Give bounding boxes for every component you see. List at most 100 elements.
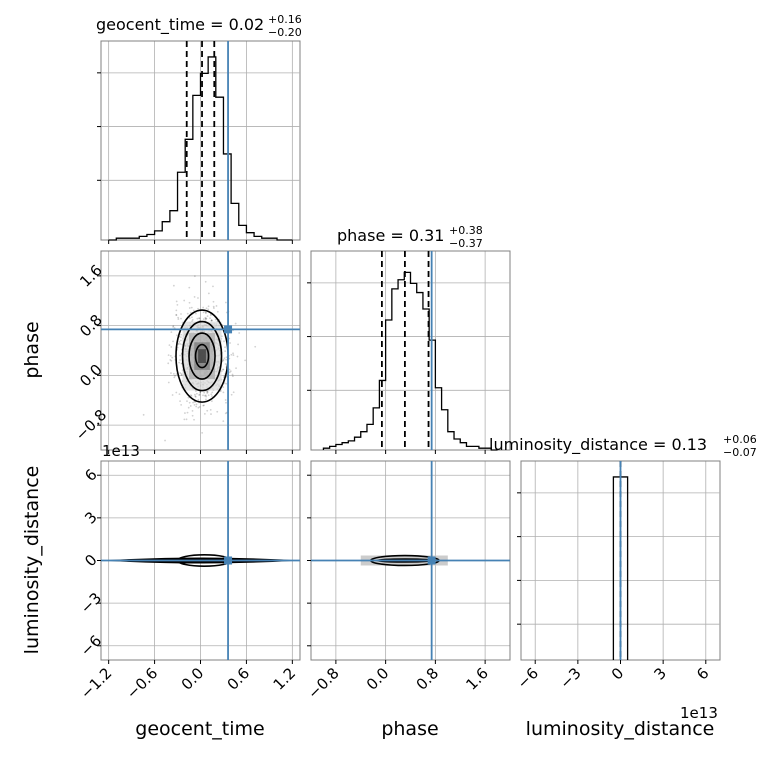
sample-point	[214, 318, 217, 321]
sample-point	[225, 401, 227, 404]
sample-point	[192, 309, 195, 312]
sample-point	[180, 317, 182, 320]
sample-point	[205, 307, 208, 310]
sample-point	[175, 309, 178, 312]
sample-point	[170, 331, 173, 334]
sample-point	[207, 394, 210, 397]
sample-point	[176, 334, 178, 337]
x-tick-label: 1.6	[462, 664, 492, 694]
sample-point	[180, 339, 182, 342]
sample-point	[204, 317, 207, 320]
sample-point	[210, 319, 213, 322]
sample-point	[215, 305, 218, 307]
sample-point	[212, 285, 214, 288]
sample-point	[198, 405, 201, 408]
sample-point	[212, 300, 215, 303]
sample-point	[207, 305, 210, 308]
sample-point	[193, 296, 196, 298]
sample-point	[191, 409, 194, 412]
sample-point	[209, 408, 212, 411]
sample-point	[172, 373, 175, 375]
sample-point	[199, 391, 202, 394]
sample-point	[172, 340, 174, 343]
title-distance-minus: −0.07	[723, 446, 757, 459]
xlabel-luminosity-distance: luminosity_distance	[526, 718, 715, 740]
sample-point	[172, 325, 175, 327]
sample-point	[210, 393, 213, 396]
x-tick-label: 0.0	[363, 664, 393, 694]
title-geocent-time: geocent_time = 0.02	[96, 15, 264, 35]
sample-point	[188, 317, 191, 320]
title-phase-plus: +0.38	[449, 224, 483, 237]
offset-text-x: 1e13	[680, 704, 718, 722]
sample-point	[224, 412, 227, 415]
sample-point	[197, 406, 200, 409]
x-tick-label: 0.8	[413, 664, 443, 694]
sample-point	[167, 354, 170, 357]
sample-point	[210, 319, 213, 322]
sample-point	[180, 373, 183, 375]
ylabel-phase: phase	[21, 321, 43, 378]
sample-point	[229, 370, 232, 373]
sample-point	[235, 367, 237, 370]
sample-point	[254, 345, 257, 348]
sample-point	[194, 390, 197, 393]
sample-point	[202, 311, 205, 314]
truth-marker	[224, 325, 233, 334]
sample-point	[224, 363, 227, 365]
sample-point	[202, 306, 205, 309]
sample-point	[204, 280, 207, 283]
sample-point	[183, 418, 186, 421]
sample-point	[222, 358, 225, 361]
sample-point	[211, 391, 214, 394]
sample-point	[225, 356, 228, 359]
sample-point	[198, 317, 200, 320]
sample-point	[234, 322, 237, 325]
sample-point	[210, 319, 213, 322]
sample-point	[197, 307, 199, 310]
contour-line	[194, 343, 210, 369]
sample-point	[192, 401, 194, 404]
sample-point	[171, 394, 174, 396]
sample-point	[206, 391, 209, 394]
truth-marker	[224, 556, 233, 565]
sample-point	[196, 317, 199, 320]
sample-point	[194, 393, 196, 396]
sample-point	[176, 346, 179, 349]
sample-point	[224, 399, 227, 401]
xlabel-phase: phase	[381, 718, 438, 740]
sample-point	[185, 418, 188, 421]
sample-point	[237, 343, 239, 346]
title-luminosity-distance: luminosity_distance = 0.13	[489, 435, 707, 455]
panel-phase-hist	[307, 250, 511, 454]
sample-point	[172, 284, 175, 287]
sample-point	[195, 392, 198, 395]
sample-point	[190, 394, 192, 397]
sample-point	[205, 312, 207, 314]
sample-point	[169, 359, 172, 361]
sample-point	[178, 393, 181, 396]
x-tick-label: 3	[650, 664, 669, 683]
sample-point	[172, 326, 175, 328]
sample-point	[201, 431, 204, 434]
sample-point	[207, 308, 210, 311]
sample-point	[178, 341, 181, 343]
sample-point	[180, 313, 182, 315]
sample-point	[175, 300, 178, 303]
sample-point	[180, 333, 182, 336]
histogram-step	[322, 271, 498, 451]
sample-point	[203, 412, 206, 415]
sample-point	[202, 318, 205, 321]
sample-point	[205, 395, 208, 398]
sample-point	[198, 393, 201, 396]
sample-point	[170, 359, 173, 362]
sample-point	[171, 356, 174, 359]
sample-point	[178, 361, 181, 364]
title-distance-plus: +0.06	[723, 433, 757, 446]
sample-point	[177, 316, 180, 319]
sample-point	[197, 297, 199, 299]
sample-point	[179, 372, 182, 374]
sample-point	[175, 314, 178, 316]
sample-point	[216, 410, 219, 413]
